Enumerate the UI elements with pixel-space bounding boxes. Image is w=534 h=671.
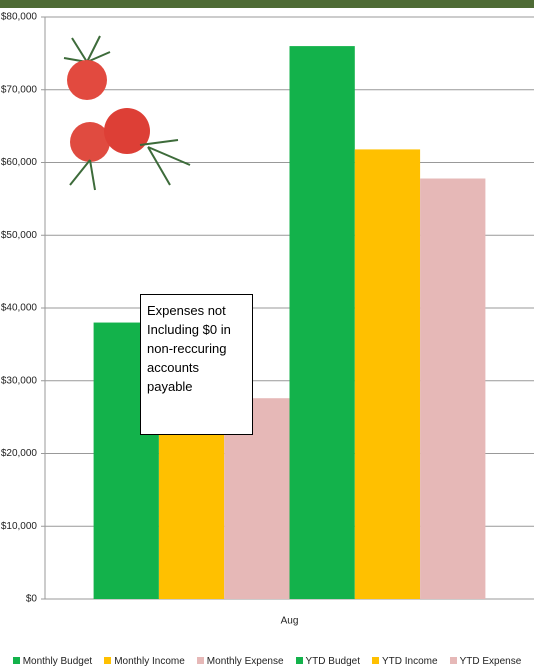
x-tick-label: Aug (281, 616, 299, 627)
legend-label: Monthly Income (114, 656, 185, 667)
legend-item: YTD Income (372, 656, 438, 667)
y-tick-label: $40,000 (1, 303, 38, 314)
legend-item: Monthly Expense (196, 656, 284, 667)
y-tick-label: $10,000 (1, 521, 38, 532)
annotation: Expenses not Including $0 in non-reccuri… (140, 294, 253, 435)
bar (289, 46, 355, 600)
legend-item: YTD Budget (295, 656, 360, 667)
bar (354, 149, 421, 599)
legend-swatch (104, 657, 112, 664)
legend-swatch (196, 657, 204, 664)
legend: Monthly Budget Monthly Income Monthly Expe… (0, 656, 534, 667)
legend-swatch (372, 657, 379, 664)
legend-label: YTD Budget (305, 656, 360, 667)
legend-item: Monthly Income (104, 656, 185, 667)
y-tick-label: $70,000 (1, 84, 38, 95)
legend-label: Monthly Expense (206, 656, 284, 667)
legend-swatch (12, 657, 20, 664)
legend-label: YTD Income (382, 656, 438, 667)
legend-item: Monthly Budget (12, 656, 93, 667)
tomato-decoration (63, 35, 191, 191)
legend-swatch (295, 657, 303, 664)
y-tick-label: $80,000 (1, 12, 38, 23)
y-tick-label: $20,000 (1, 448, 38, 459)
y-tick-label: $30,000 (1, 375, 38, 386)
legend-swatch (449, 657, 457, 664)
legend-label: Monthly Budget (22, 656, 93, 667)
y-tick-label: $0 (26, 594, 38, 605)
legend-item: YTD Expense (449, 656, 522, 667)
legend-label: YTD Expense (459, 656, 522, 667)
bar (420, 178, 486, 599)
bar (158, 417, 225, 599)
y-tick-label: $60,000 (1, 157, 38, 168)
top-band (0, 0, 534, 8)
y-tick-label: $50,000 (1, 230, 38, 241)
